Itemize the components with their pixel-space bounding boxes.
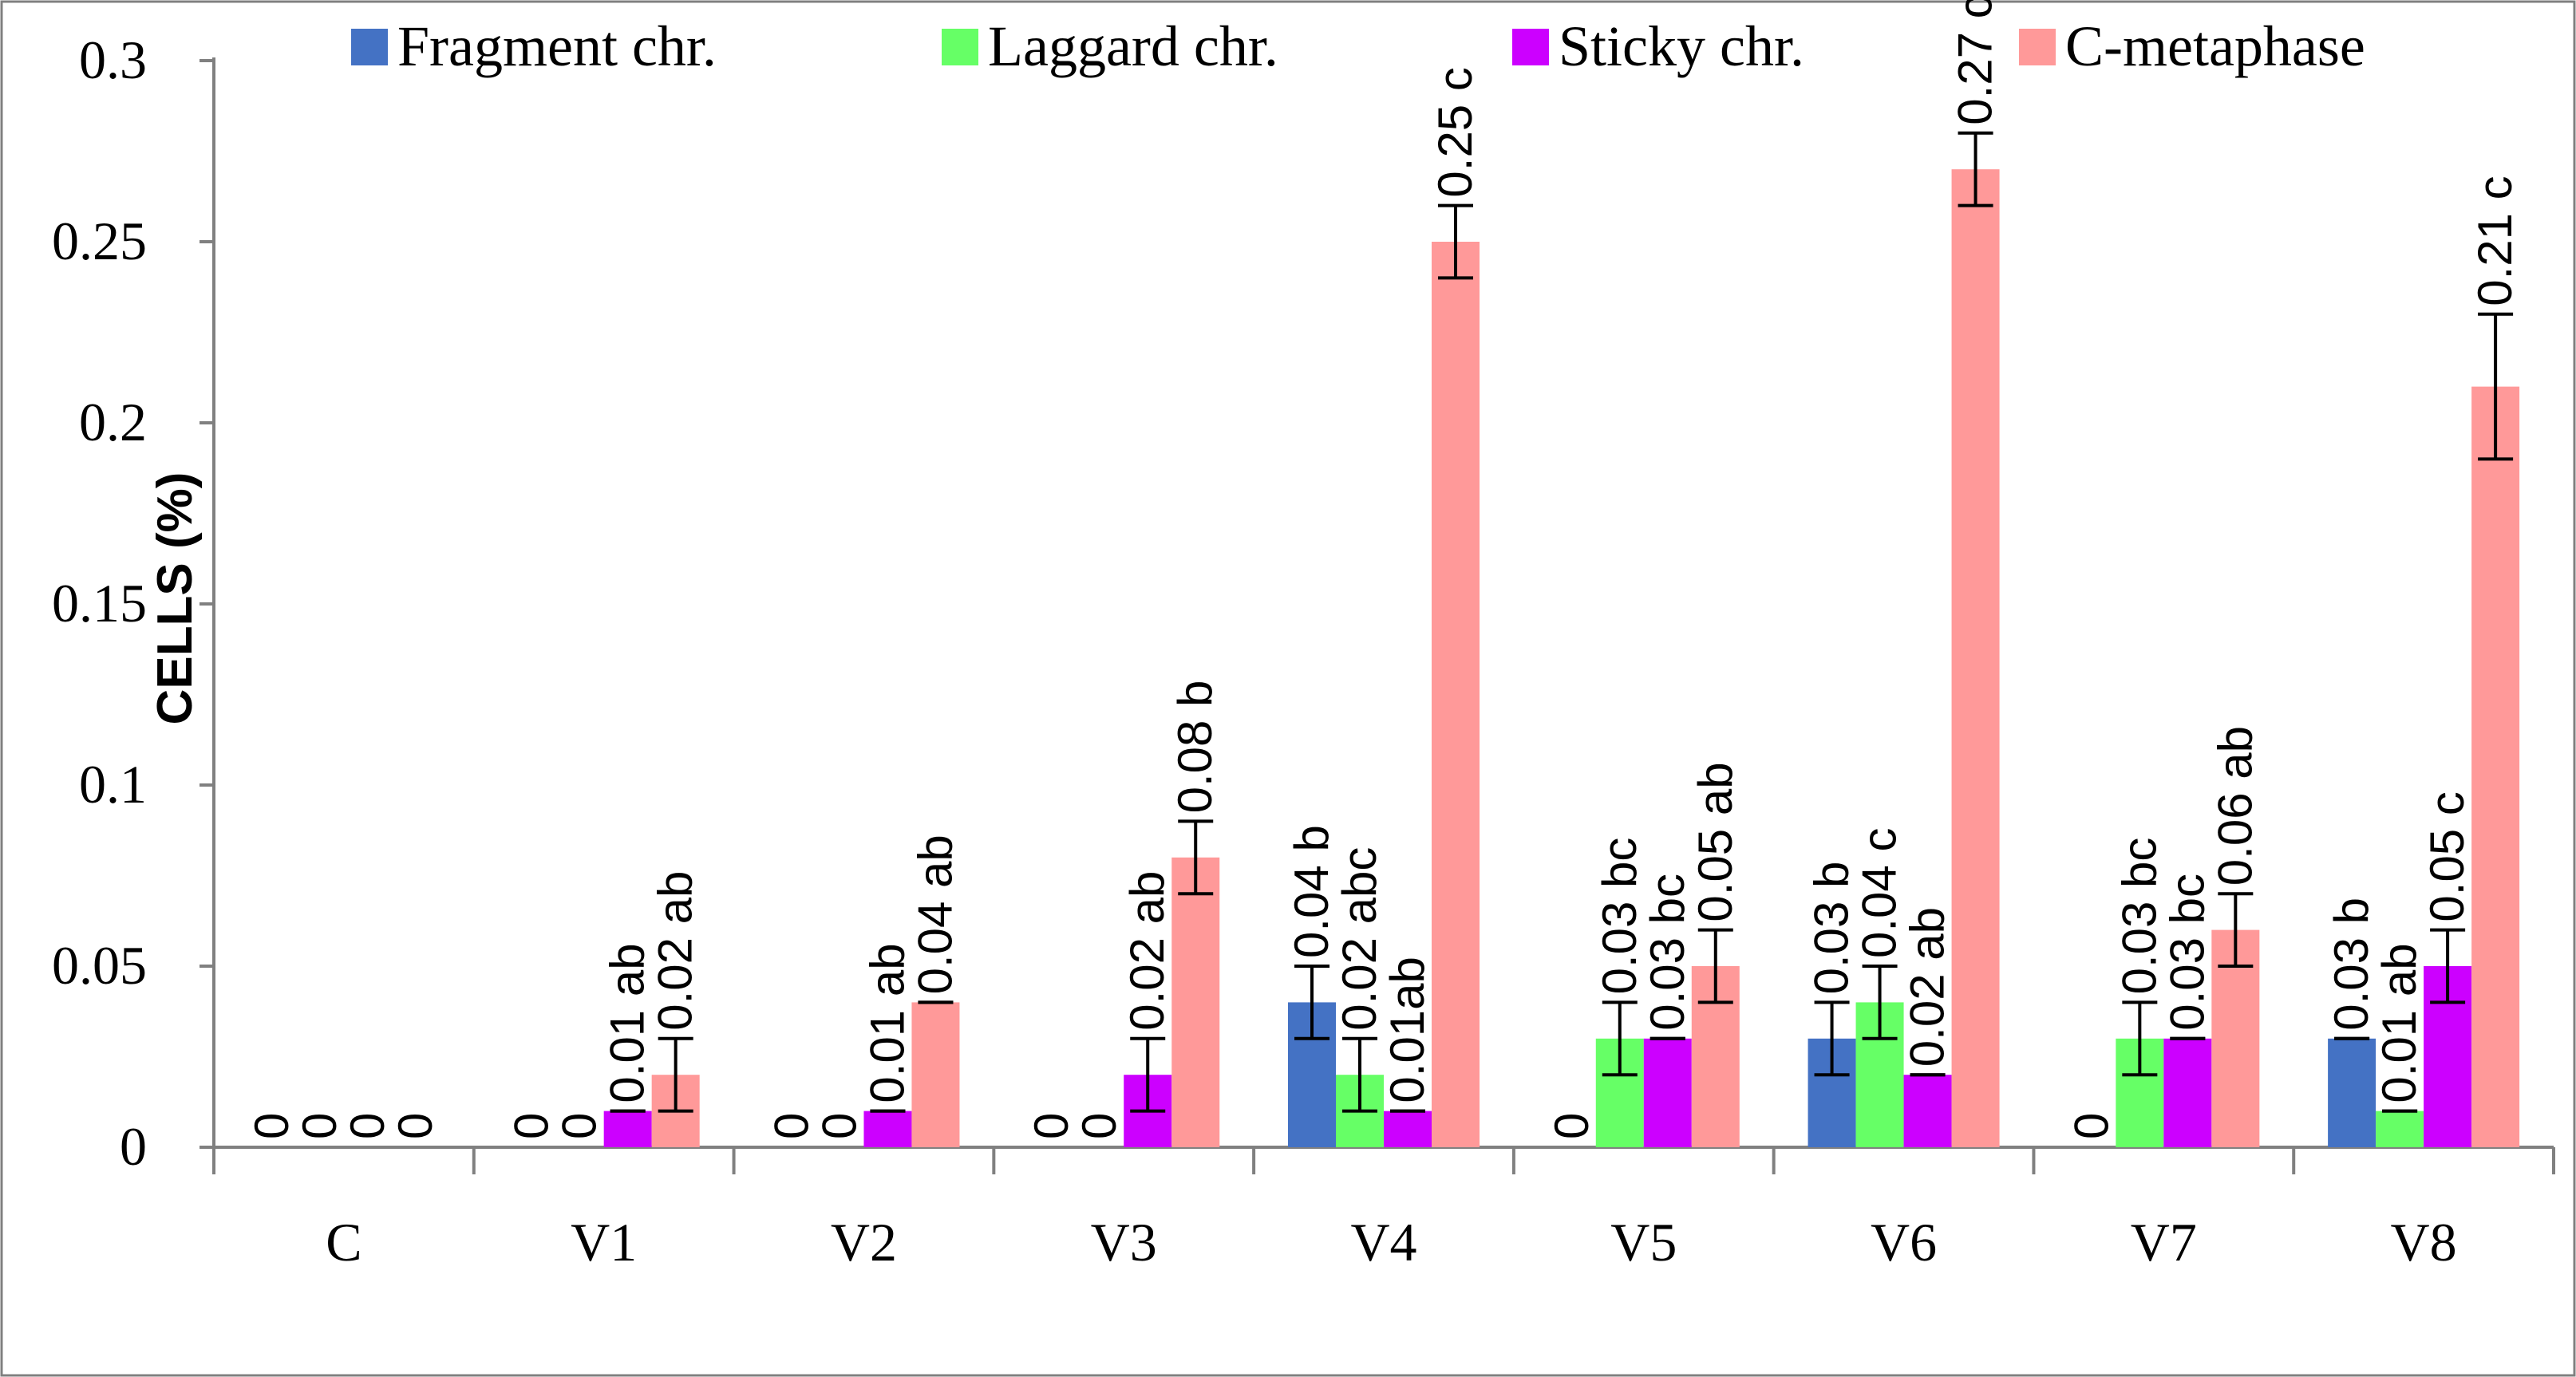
legend: Fragment chr. Laggard chr. Sticky chr. C-me… (351, 14, 2365, 78)
bar (2163, 1038, 2212, 1147)
data-label: 0.05 ab (1689, 762, 1742, 921)
data-label: 0 (2064, 1113, 2118, 1139)
data-label: 0 (1073, 1113, 1126, 1139)
legend-swatch (2019, 29, 2056, 65)
data-label: 0 (765, 1113, 818, 1139)
data-label: 0.04 c (1853, 828, 1906, 958)
x-tick-label: V3 (1091, 1212, 1157, 1272)
data-label: 0.01ab (1381, 957, 1434, 1103)
legend-label: Sticky chr. (1559, 14, 1804, 78)
data-label: 0.05 c (2420, 791, 2474, 921)
bars-layer (603, 131, 2520, 1148)
data-label: 0 (1025, 1113, 1078, 1139)
bar (1951, 169, 2000, 1148)
data-label: 0 (389, 1113, 442, 1139)
y-tick-label: 0.05 (52, 935, 147, 996)
data-label: 0.03 b (1805, 862, 1859, 995)
legend-label: C-metaphase (2065, 14, 2365, 78)
bar (2471, 386, 2520, 1148)
data-label: 0.04 b (1285, 825, 1338, 958)
legend-label: Laggard chr. (988, 14, 1278, 78)
x-tick-label: V2 (831, 1212, 897, 1272)
data-label: 0.01 ab (601, 943, 654, 1103)
data-label: 0 (812, 1113, 866, 1139)
data-label: 0.01 ab (2373, 943, 2426, 1103)
x-tick-label: V5 (1610, 1212, 1677, 1272)
bar (911, 1002, 960, 1147)
data-label: 0.25 c (1428, 67, 1482, 197)
data-label: 0 (245, 1113, 298, 1139)
data-label: 0.04 ab (908, 834, 962, 994)
data-label: 0.27 c (1949, 0, 2002, 125)
data-label: 0 (341, 1113, 394, 1139)
y-tick-label: 0.25 (52, 211, 147, 271)
data-label: 0.02 abc (1333, 847, 1386, 1031)
x-tick-label: C (326, 1212, 362, 1272)
x-tick-label: V4 (1350, 1212, 1416, 1272)
bar (2376, 1111, 2424, 1147)
data-label: 0.01 ab (860, 943, 914, 1103)
legend-swatch (942, 29, 978, 65)
data-label: 0 (1545, 1113, 1598, 1139)
bar (863, 1111, 912, 1147)
data-label: 0.06 ab (2208, 726, 2262, 886)
bar (1171, 857, 1220, 1147)
y-axis-label: CELLS (%) (148, 472, 203, 725)
bar (2328, 1038, 2376, 1147)
y-tick-label: 0.15 (52, 573, 147, 633)
y-tick-label: 0.1 (79, 754, 147, 815)
data-label: 0.21 c (2468, 176, 2522, 306)
data-label: 0 (553, 1113, 606, 1139)
x-tick-label: V8 (2391, 1212, 2457, 1272)
legend-label: Fragment chr. (397, 14, 717, 78)
data-label: 0.03 b (2325, 898, 2378, 1031)
legend-swatch (351, 29, 388, 65)
legend-swatch (1512, 29, 1549, 65)
data-label: 0.03 bc (1641, 874, 1694, 1031)
data-label: 0.02 ab (1901, 907, 1954, 1067)
bar (603, 1111, 652, 1147)
data-label: 0.02 ab (1120, 871, 1174, 1031)
data-label: 0 (505, 1113, 559, 1139)
y-tick-label: 0.3 (79, 30, 147, 90)
x-tick-label: V7 (2131, 1212, 2197, 1272)
x-tick-label: V6 (1871, 1212, 1937, 1272)
data-label: 0.02 ab (649, 871, 702, 1031)
data-label: 0 (293, 1113, 346, 1139)
data-label: 0.08 b (1168, 681, 1222, 814)
bar (1903, 1075, 1952, 1147)
bar (1643, 1038, 1692, 1147)
data-label: 0.03 bc (2112, 838, 2166, 995)
y-tick-label: 0 (120, 1116, 147, 1177)
bar (1432, 242, 1480, 1147)
x-tick-label: V1 (571, 1212, 637, 1272)
y-tick-label: 0.2 (79, 392, 147, 452)
data-label: 0.03 bc (2160, 874, 2214, 1031)
bar (1384, 1111, 1432, 1147)
data-label: 0.03 bc (1593, 838, 1646, 995)
